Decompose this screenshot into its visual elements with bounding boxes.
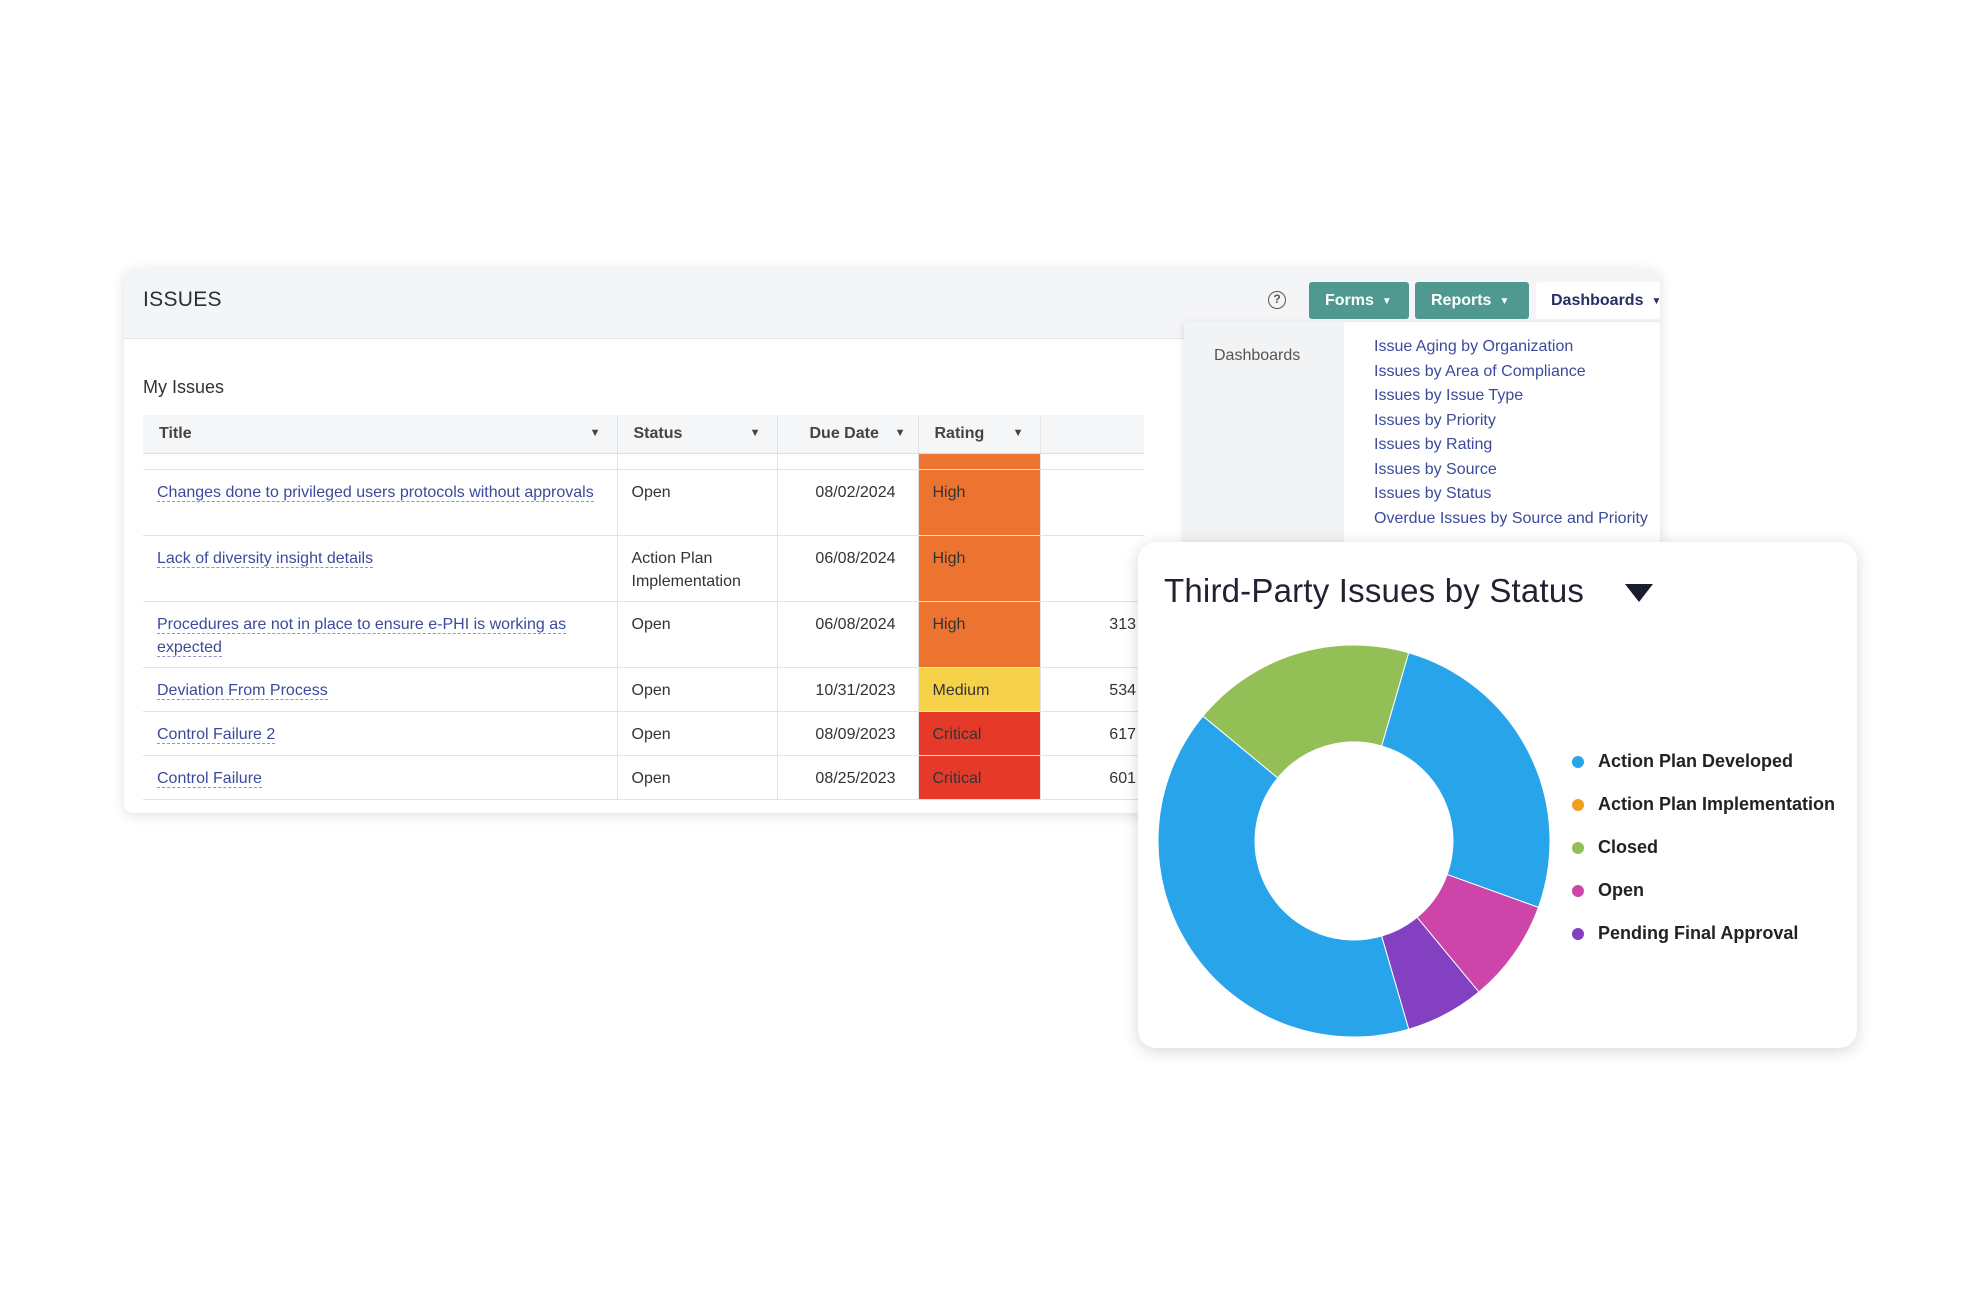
chart-title: Third-Party Issues by Status [1164,572,1585,609]
sort-caret-icon[interactable]: ▼ [1012,427,1024,439]
legend-label: Action Plan Developed [1598,751,1794,771]
caret-down-icon: ▼ [1381,296,1392,307]
dashboard-menu-item[interactable]: Issues by Source [1374,460,1497,478]
dashboard-menu-item[interactable]: Overdue Issues by Source and Priority [1374,509,1648,527]
dashboard-list: Issue Aging by Organization Issues by Ar… [1374,335,1648,531]
sort-caret-icon[interactable]: ▼ [589,427,601,439]
reports-button[interactable]: Reports ▼ [1415,282,1529,319]
dashboard-menu-item[interactable]: Issues by Rating [1374,436,1493,453]
number-cell: 601 [1040,755,1144,800]
status-chart-card: Third-Party Issues by Status Action Plan… [1138,542,1857,1048]
rating-cell: High [918,601,1041,668]
issues-table: Title ▼ Status ▼ Due Date ▼ Rating ▼ Changes… [143,415,1144,800]
legend-item[interactable]: Action Plan Implementation [1572,783,1835,826]
caret-down-icon: ▼ [1651,296,1660,307]
legend-dot-icon [1572,798,1584,811]
due-date-cell: 08/25/2023 [777,755,919,800]
dashboard-menu-item[interactable]: Issue Aging by Organization [1374,338,1574,355]
due-date-cell: 10/31/2023 [777,667,919,712]
legend-label: Action Plan Implementation [1598,794,1836,814]
dashboards-label: Dashboards [1551,292,1644,309]
dashboards-button[interactable]: Dashboards ▼ [1536,282,1660,319]
status-cell: Open [617,755,778,800]
legend-item[interactable]: Open [1572,869,1835,912]
issue-title-link[interactable]: Lack of diversity insight details [157,549,374,568]
chart-menu-caret-icon[interactable] [1625,584,1653,602]
status-cell: Open [617,469,778,536]
rating-cell: Medium [918,667,1041,712]
help-icon[interactable]: ? [1268,291,1286,309]
due-date-cell: 08/02/2024 [777,469,919,536]
legend-dot-icon [1572,884,1584,897]
number-cell: 617 [1040,711,1144,756]
rating-cell: High [918,535,1041,602]
issue-title-link[interactable]: Deviation From Process [157,681,328,700]
rating-cell: Critical [918,755,1041,800]
number-cell: 313 [1040,601,1144,668]
table-row[interactable]: Lack of diversity insight details Action… [143,535,1144,602]
column-header-status[interactable]: Status ▼ [617,415,778,454]
number-cell [1040,535,1144,602]
dashboard-menu-item[interactable]: Issues by Priority [1374,411,1496,429]
status-cell: Action Plan Implementation [617,535,778,602]
due-date-cell: 06/08/2024 [777,535,919,602]
donut-slice-closed[interactable] [1202,644,1410,779]
column-header-extra [1040,415,1144,454]
status-cell: Open [617,601,778,668]
issue-title-link[interactable]: Control Failure 2 [157,725,276,744]
due-date-cell: 08/09/2023 [777,711,919,756]
dashboard-menu-item[interactable]: Issues by Status [1374,485,1492,502]
issues-window: ISSUES ? Forms ▼ Reports ▼ Dashboards ▼ My … [124,270,1660,813]
rating-cell: Critical [918,711,1041,756]
my-issues-panel: My Issues Title ▼ Status ▼ Due Date ▼ Ratin… [131,363,1171,813]
table-row[interactable]: Procedures are not in place to ensure e-… [143,601,1144,668]
panel-title: My Issues [143,377,225,397]
legend-item[interactable]: Action Plan Developed [1572,740,1835,783]
status-cell: Open [617,711,778,756]
column-header-due-date[interactable]: Due Date ▼ [777,415,919,454]
donut-chart [1157,644,1551,1038]
table-row[interactable]: Changes done to privileged users protoco… [143,469,1144,536]
donut-slice-action-plan-developed[interactable] [1381,652,1551,909]
page-header: ISSUES ? Forms ▼ Reports ▼ Dashboards ▼ [124,270,1660,339]
issue-title-link[interactable]: Control Failure [157,769,262,788]
legend-dot-icon [1572,841,1584,854]
issue-title-link[interactable]: Changes done to privileged users protoco… [157,483,594,502]
due-date-cell: 06/08/2024 [777,601,919,668]
table-row-partial [143,453,1144,470]
issue-title-link[interactable]: Procedures are not in place to ensure e-… [157,615,567,657]
reports-label: Reports [1431,292,1492,309]
table-row[interactable]: Deviation From Process Open 10/31/2023 M… [143,667,1144,712]
sort-caret-icon[interactable]: ▼ [894,427,906,439]
legend-item[interactable]: Pending Final Approval [1572,912,1835,955]
number-cell: 534 [1040,667,1144,712]
chart-legend: Action Plan Developed Action Plan Impleme… [1572,740,1835,955]
column-header-rating[interactable]: Rating ▼ [918,415,1041,454]
caret-down-icon: ▼ [1499,296,1510,307]
forms-button[interactable]: Forms ▼ [1309,282,1409,319]
legend-label: Closed [1598,837,1659,857]
table-row[interactable]: Control Failure Open 08/25/2023 Critical… [143,755,1144,800]
table-row[interactable]: Control Failure 2 Open 08/09/2023 Critic… [143,711,1144,756]
legend-label: Pending Final Approval [1598,923,1799,943]
sort-caret-icon[interactable]: ▼ [749,427,761,439]
rating-cell: High [918,469,1041,536]
legend-dot-icon [1572,927,1584,940]
status-cell: Open [617,667,778,712]
dropdown-category-dashboards[interactable]: Dashboards [1214,347,1301,364]
legend-label: Open [1598,880,1645,900]
dashboard-menu-item[interactable]: Issues by Issue Type [1374,387,1524,404]
legend-item[interactable]: Closed [1572,826,1835,869]
legend-dot-icon [1572,755,1584,768]
page-title: ISSUES [143,288,222,311]
forms-label: Forms [1325,292,1374,309]
dashboard-menu-item[interactable]: Issues by Area of Compliance [1374,362,1586,380]
donut-slice-action-plan-developed[interactable] [1157,715,1410,1038]
number-cell [1040,469,1144,536]
column-header-title[interactable]: Title ▼ [143,415,618,454]
